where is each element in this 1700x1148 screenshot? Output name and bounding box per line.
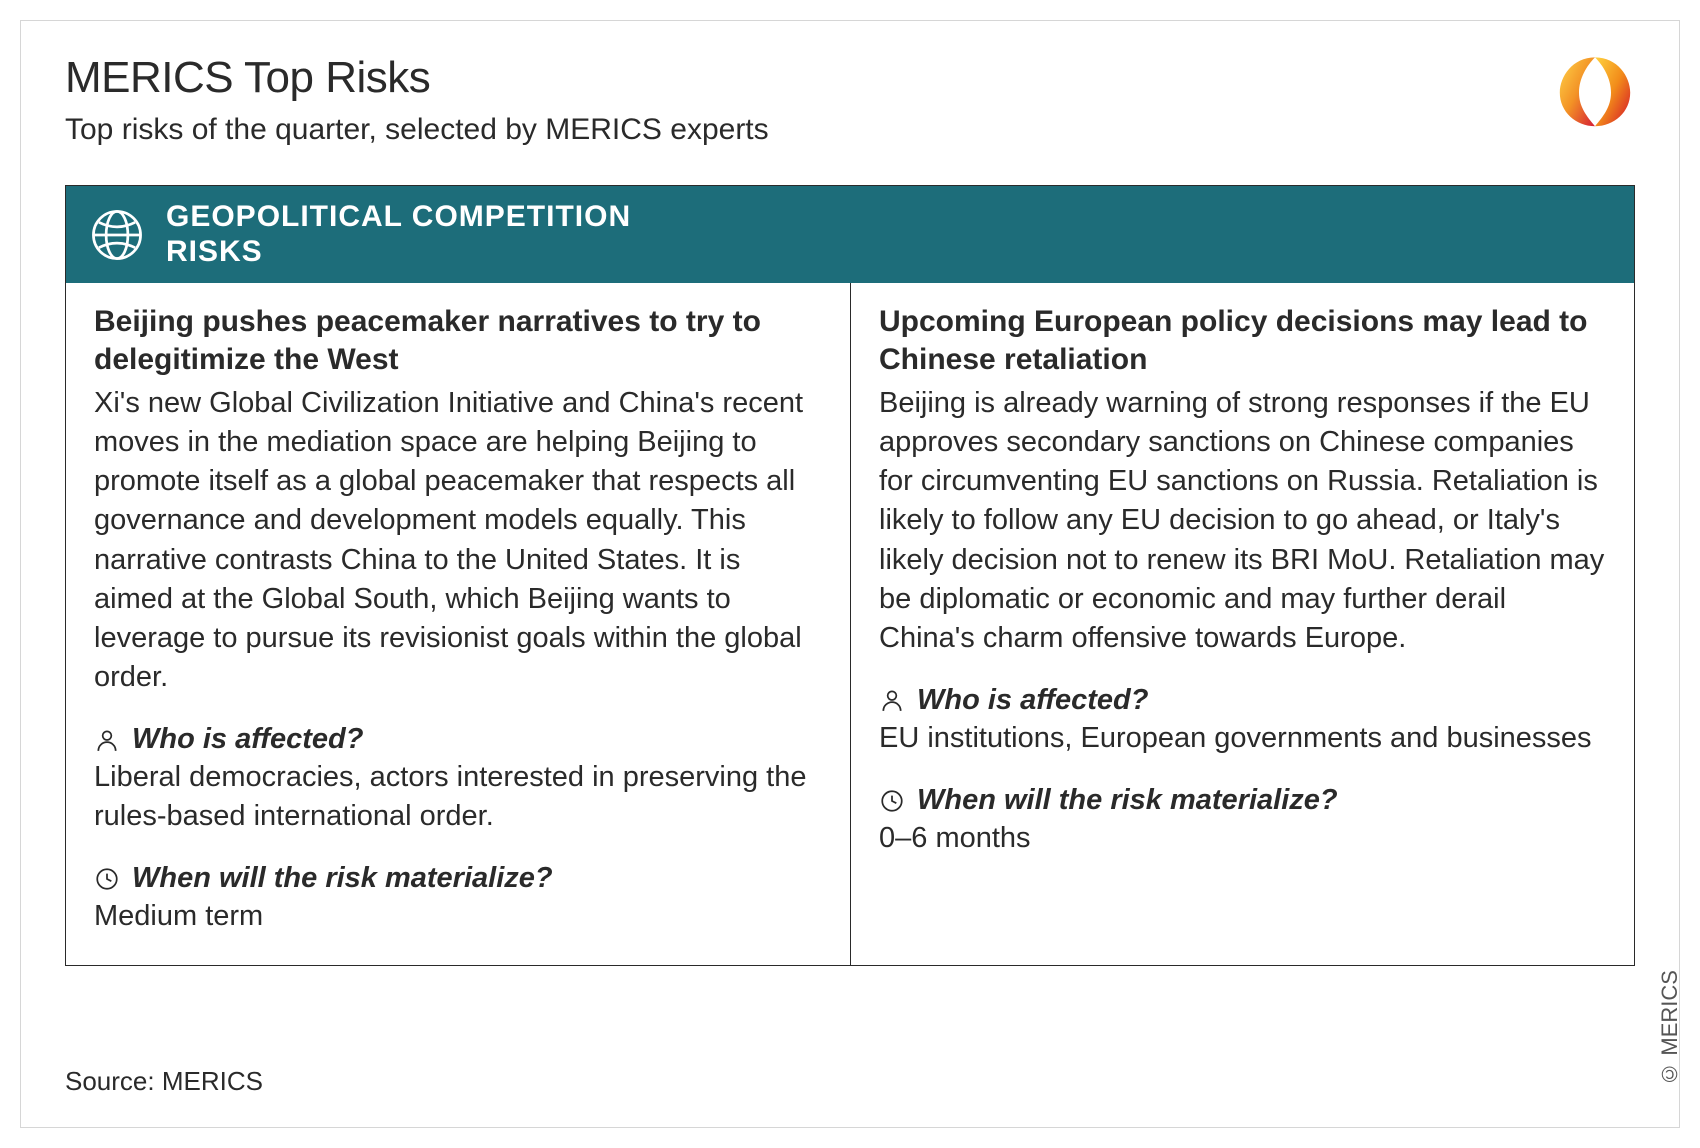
- risk-column-left: Beijing pushes peacemaker narratives to …: [66, 283, 850, 965]
- who-affected-label: Who is affected?: [132, 723, 364, 756]
- when-materialize-heading: When will the risk materialize?: [94, 862, 822, 895]
- globe-icon: [88, 206, 146, 264]
- person-icon: [94, 727, 120, 753]
- who-affected-heading: Who is affected?: [879, 684, 1606, 717]
- merics-logo-icon: [1555, 51, 1635, 131]
- header: MERICS Top Risks Top risks of the quarte…: [21, 21, 1679, 155]
- category-title: GEOPOLITICAL COMPETITION RISKS: [166, 200, 631, 269]
- risk-column-right: Upcoming European policy decisions may l…: [850, 283, 1634, 965]
- page-title: MERICS Top Risks: [65, 53, 1635, 103]
- when-materialize-heading: When will the risk materialize?: [879, 784, 1606, 817]
- who-affected-heading: Who is affected?: [94, 723, 822, 756]
- category-banner: GEOPOLITICAL COMPETITION RISKS: [66, 186, 1634, 283]
- when-materialize-label: When will the risk materialize?: [917, 784, 1338, 817]
- category-line2: RISKS: [166, 235, 263, 268]
- who-affected-value: Liberal democracies, actors interested i…: [94, 758, 822, 836]
- when-materialize-value: Medium term: [94, 897, 822, 936]
- risk-title: Beijing pushes peacemaker narratives to …: [94, 303, 822, 378]
- who-affected-value: EU institutions, European governments an…: [879, 719, 1606, 758]
- risk-body: Xi's new Global Civilization Initiative …: [94, 384, 822, 697]
- risk-title: Upcoming European policy decisions may l…: [879, 303, 1606, 378]
- when-materialize-label: When will the risk materialize?: [132, 862, 553, 895]
- who-affected-label: Who is affected?: [917, 684, 1149, 717]
- risk-body: Beijing is already warning of strong res…: [879, 384, 1606, 658]
- risk-columns: Beijing pushes peacemaker narratives to …: [66, 283, 1634, 965]
- person-icon: [879, 687, 905, 713]
- source-attribution: Source: MERICS: [65, 1066, 263, 1097]
- copyright-notice: © MERICS: [1657, 970, 1683, 1087]
- when-materialize-value: 0–6 months: [879, 819, 1606, 858]
- page-subtitle: Top risks of the quarter, selected by ME…: [65, 113, 1635, 147]
- clock-icon: [879, 788, 905, 814]
- infographic-frame: MERICS Top Risks Top risks of the quarte…: [20, 20, 1680, 1128]
- risk-card: GEOPOLITICAL COMPETITION RISKS Beijing p…: [65, 185, 1635, 966]
- category-line1: GEOPOLITICAL COMPETITION: [166, 200, 631, 233]
- clock-icon: [94, 866, 120, 892]
